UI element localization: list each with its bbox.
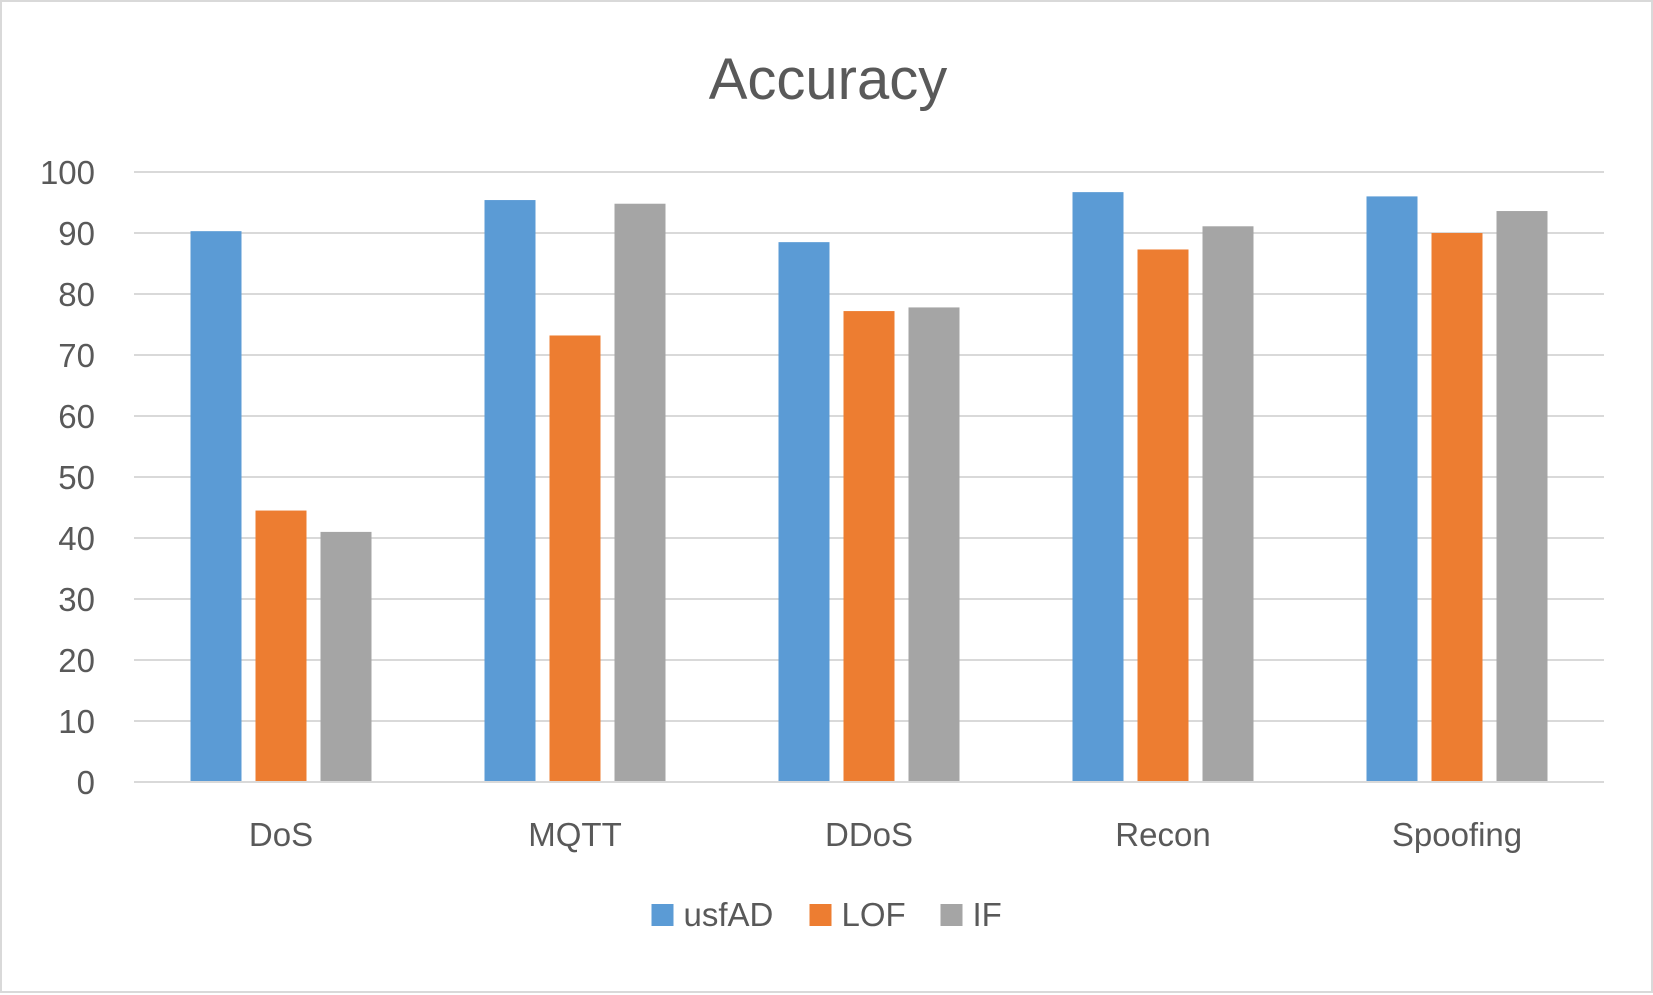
bar-usfad-dos <box>190 231 242 783</box>
y-tick-label: 10 <box>58 703 95 740</box>
legend-label-if: IF <box>973 896 1002 933</box>
legend-label-lof: LOF <box>842 896 906 933</box>
y-tick-label: 0 <box>77 764 95 801</box>
x-tick-label: Recon <box>1115 816 1210 853</box>
y-tick-label: 60 <box>58 398 95 435</box>
x-tick-label: Spoofing <box>1392 816 1522 853</box>
bar-usfad-ddos <box>778 242 830 782</box>
y-axis-ticks: 0 10 20 30 40 50 60 70 80 90 100 <box>40 154 95 801</box>
bar-if-ddos <box>908 307 960 782</box>
legend-swatch-lof <box>809 904 832 926</box>
y-tick-label: 50 <box>58 459 95 496</box>
legend-label-usfad: usfAD <box>684 896 774 933</box>
x-tick-label: DDoS <box>825 816 913 853</box>
bar-lof-dos <box>255 510 307 782</box>
bar-usfad-recon <box>1072 192 1124 782</box>
y-tick-label: 20 <box>58 642 95 679</box>
x-tick-label: DoS <box>249 816 313 853</box>
bar-if-mqtt <box>614 203 666 783</box>
bar-if-recon <box>1202 226 1254 783</box>
y-tick-label: 80 <box>58 276 95 313</box>
bar-lof-recon <box>1137 249 1189 783</box>
x-axis: DoS MQTT DDoS Recon Spoofing <box>134 781 1604 853</box>
bar-if-spoofing <box>1496 211 1548 783</box>
legend-swatch-if <box>940 904 963 926</box>
bar-lof-mqtt <box>549 335 601 782</box>
y-tick-label: 90 <box>58 215 95 252</box>
bar-lof-ddos <box>843 311 895 782</box>
bar-if-dos <box>320 531 372 782</box>
y-tick-label: 30 <box>58 581 95 618</box>
bar-lof-spoofing <box>1431 233 1483 782</box>
legend: usfAD LOF IF <box>651 896 1002 933</box>
bar-usfad-mqtt <box>484 200 536 782</box>
y-tick-label: 100 <box>40 154 95 191</box>
x-tick-label: MQTT <box>528 816 621 853</box>
bars <box>190 192 1548 783</box>
y-tick-label: 70 <box>58 337 95 374</box>
chart-title: Accuracy <box>709 47 948 112</box>
bar-usfad-spoofing <box>1366 196 1418 782</box>
legend-swatch-usfad <box>651 904 674 926</box>
y-tick-label: 40 <box>58 520 95 557</box>
